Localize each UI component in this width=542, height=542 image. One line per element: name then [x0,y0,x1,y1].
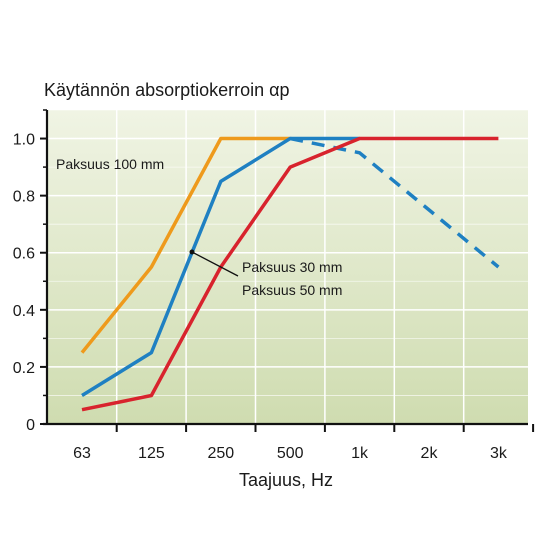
y-tick-label: 0.6 [13,246,35,263]
series-line-orange [80,136,291,354]
y-tick-label: 0 [26,417,35,434]
x-tick-label: 500 [277,445,304,462]
x-tick-label: 250 [207,445,234,462]
annotation-paksuus-50: Paksuus 50 mm [242,282,342,298]
annotation-paksuus-100: Paksuus 100 mm [56,156,164,172]
annotation-paksuus-30: Paksuus 30 mm [242,259,342,275]
series-line-blue [81,136,360,397]
axes [40,109,535,432]
y-tick-label: 0.8 [13,189,35,206]
series-line-red [81,136,499,412]
series-line-blue-dashed [289,136,500,269]
y-tick-label: 0.4 [13,303,35,320]
y-tick-label: 0.2 [13,360,35,377]
plot-area [47,110,528,424]
x-tick-label: 125 [138,445,165,462]
x-tick-label: 3k [490,445,508,462]
x-tick-label: 63 [73,445,91,462]
annotation-leader-line [191,251,239,277]
chart-title: Käytännön absorptiokerroin αp [44,80,290,100]
series-layer [80,136,500,412]
x-tick-label: 2k [421,445,439,462]
tick-labels: 0 0.2 0.4 0.6 0.8 1.0 63 125 250 500 1k 2k 3k [13,132,508,462]
x-axis-label: Taajuus, Hz [239,470,333,490]
annotation-leader-dot [189,249,195,255]
y-tick-label: 1.0 [13,132,35,149]
x-tick-label: 1k [351,445,369,462]
